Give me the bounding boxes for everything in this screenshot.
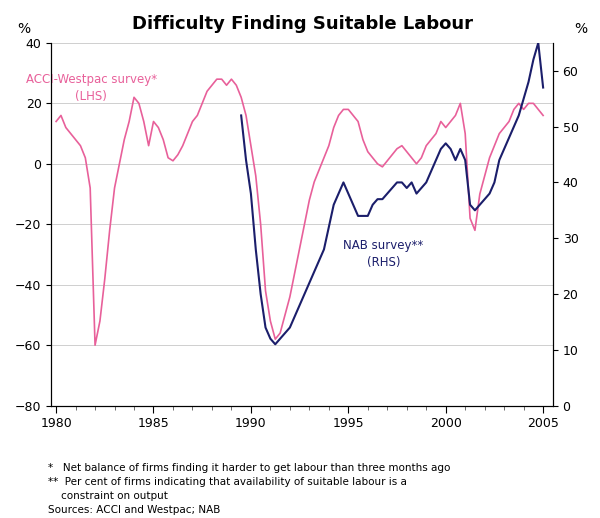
Title: Difficulty Finding Suitable Labour: Difficulty Finding Suitable Labour xyxy=(131,15,473,33)
Text: %: % xyxy=(574,22,587,36)
Text: ACCI-Westpac survey*
(LHS): ACCI-Westpac survey* (LHS) xyxy=(26,73,157,103)
Text: %: % xyxy=(17,22,30,36)
Text: *   Net balance of firms finding it harder to get labour than three months ago
*: * Net balance of firms finding it harder… xyxy=(48,464,451,515)
Text: NAB survey**
(RHS): NAB survey** (RHS) xyxy=(343,239,424,269)
